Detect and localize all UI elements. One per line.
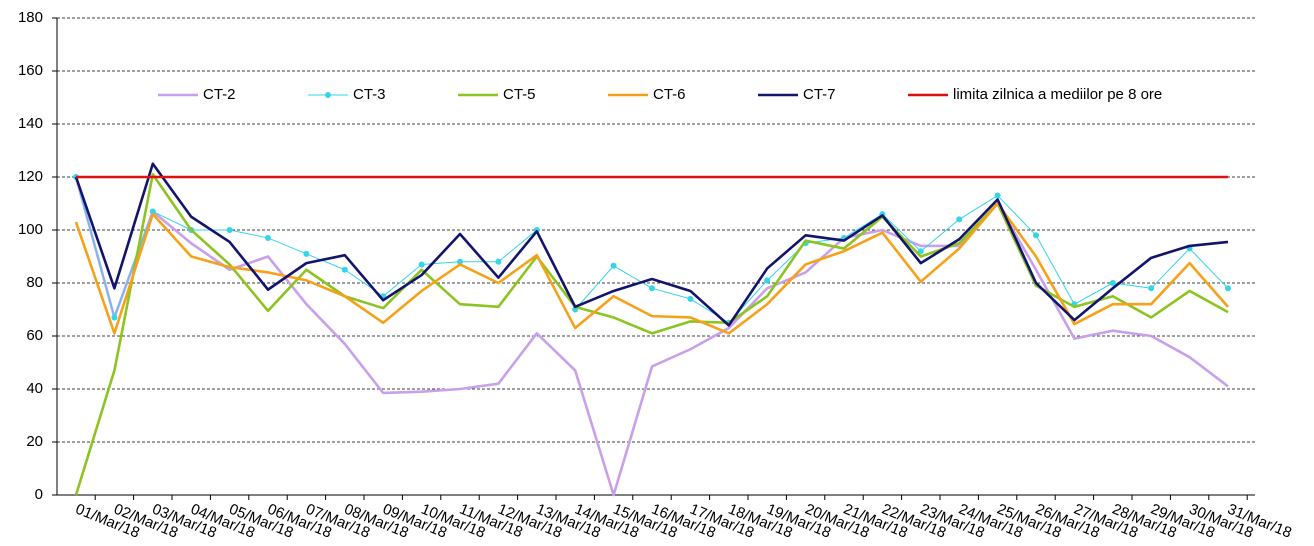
legend-item: CT-2	[158, 86, 236, 103]
series-marker	[341, 266, 348, 273]
legend-label: limita zilnica a mediilor pe 8 ore	[953, 86, 1162, 103]
y-tick-label: 180	[18, 9, 43, 26]
series-marker	[495, 258, 502, 265]
series-marker	[149, 208, 156, 215]
y-tick-label: 120	[18, 168, 43, 185]
series-line	[74, 162, 1229, 327]
legend-item: CT-3	[308, 86, 386, 103]
series-marker	[457, 258, 463, 265]
legend-label: CT-6	[653, 86, 686, 103]
series-marker	[265, 234, 271, 241]
y-tick-label: 20	[26, 433, 43, 450]
series-marker	[994, 192, 1001, 199]
legend-label: CT-7	[803, 86, 836, 103]
y-tick-label: 60	[26, 327, 43, 344]
legend-marker	[325, 92, 331, 98]
y-tick-label: 40	[26, 380, 43, 397]
legend-item: CT-7	[758, 86, 836, 103]
series-marker	[418, 261, 425, 268]
series-marker	[303, 250, 310, 257]
y-tick-label: 160	[18, 62, 43, 79]
y-tick-label: 80	[26, 274, 43, 291]
series-marker	[226, 227, 233, 233]
series-line	[74, 173, 1229, 496]
legend-item: CT-5	[458, 86, 536, 103]
legend-label: CT-3	[353, 86, 386, 103]
legend-item: limita zilnica a mediilor pe 8 ore	[908, 86, 1162, 103]
series-marker	[956, 216, 963, 223]
series-marker	[1225, 285, 1231, 292]
legend-label: CT-5	[503, 86, 536, 103]
y-tick-label: 140	[18, 115, 43, 132]
y-tick-label: 0	[35, 486, 43, 503]
series-line	[74, 176, 1229, 497]
legend-item: CT-6	[608, 86, 686, 103]
series-marker	[1148, 285, 1155, 292]
series-marker	[1109, 280, 1116, 286]
series-line	[74, 202, 1229, 335]
series-marker	[917, 248, 924, 255]
series-marker	[610, 262, 617, 269]
series-marker	[649, 285, 655, 292]
y-tick-label: 100	[18, 221, 43, 238]
series-marker	[687, 295, 694, 302]
series-marker	[1033, 232, 1039, 239]
legend-label: CT-2	[203, 86, 236, 103]
series-marker	[111, 314, 118, 321]
series-marker	[764, 277, 771, 284]
